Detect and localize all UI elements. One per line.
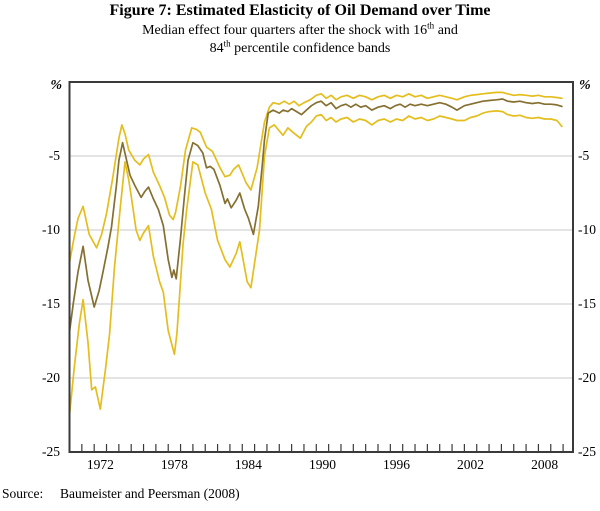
y-axis-label-right: -5: [578, 148, 590, 163]
subtitle-text: Median effect four quarters after the sh…: [142, 23, 428, 38]
x-axis-label: 1978: [160, 457, 188, 472]
y-axis-label-right: -25: [578, 444, 596, 459]
source-text: Baumeister and Peersman (2008): [60, 486, 240, 501]
source-label: Source:: [2, 486, 44, 501]
figure-subtitle-line1: Median effect four quarters after the sh…: [0, 20, 600, 39]
y-axis-label-left: -15: [42, 296, 60, 311]
y-axis-label-left: -25: [42, 444, 60, 459]
subtitle-superscript: th: [223, 38, 231, 49]
figure-subtitle-line2: 84th percentile confidence bands: [0, 38, 600, 57]
y-axis-unit-left: %: [50, 78, 62, 93]
subtitle-superscript: th: [427, 20, 435, 31]
x-axis-label: 1990: [308, 457, 336, 472]
source-line: Source: Baumeister and Peersman (2008): [2, 486, 240, 502]
subtitle-text: percentile confidence bands: [230, 41, 391, 56]
y-axis-unit-right: %: [579, 78, 591, 93]
x-axis-label: 2008: [531, 457, 559, 472]
x-axis-label: 2002: [457, 457, 485, 472]
figure-title: Figure 7: Estimated Elasticity of Oil De…: [109, 2, 491, 19]
subtitle-text: and: [434, 23, 458, 38]
y-axis-label-right: -15: [578, 296, 596, 311]
x-axis-label: 1984: [234, 457, 262, 472]
y-axis-label-right: -20: [578, 370, 596, 385]
x-axis-label: 1972: [86, 457, 114, 472]
y-axis-label-left: -5: [48, 148, 60, 163]
subtitle-text: 84: [209, 41, 224, 56]
x-axis-label: 1996: [383, 457, 410, 472]
y-axis-label-left: -10: [42, 222, 60, 237]
y-axis-label-left: -20: [42, 370, 60, 385]
y-axis-label-right: -10: [578, 222, 596, 237]
